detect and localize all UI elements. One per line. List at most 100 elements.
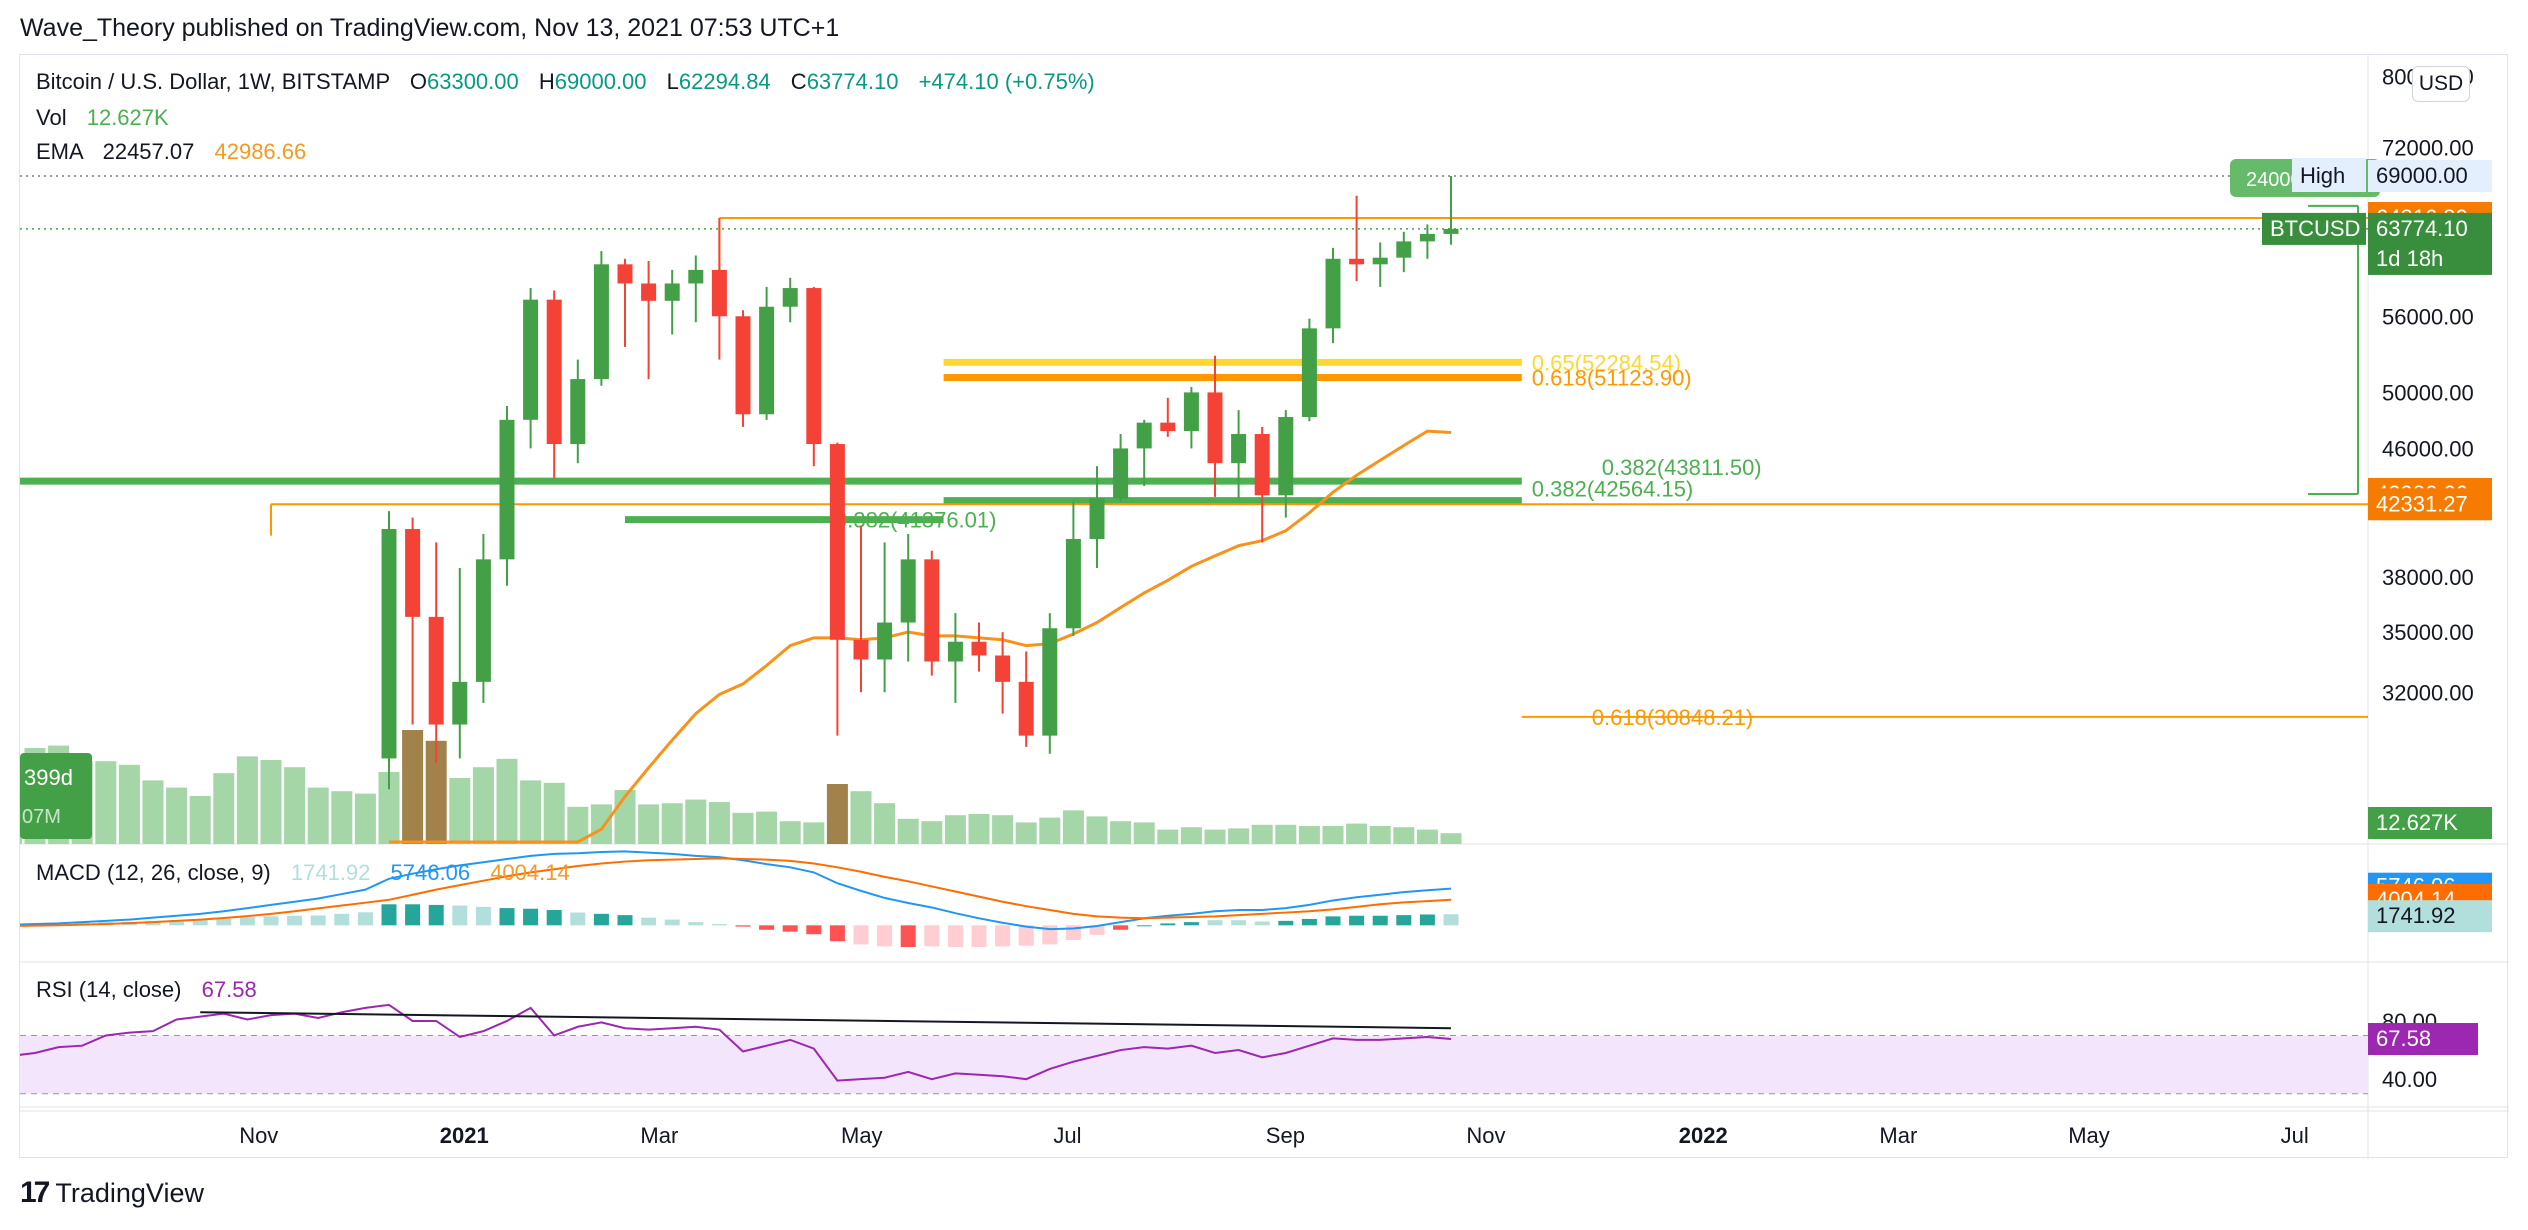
chart-frame[interactable]: 0.65(52284.54) 0.618(51123.90) 0.382(43811… (19, 54, 2509, 1159)
price-axis-tick: 56000.00 (2382, 304, 2474, 329)
macd-hist-bar (357, 912, 373, 926)
macd-line (20, 850, 1452, 931)
macd-hist-bar (1183, 922, 1199, 926)
macd-hist-bar (877, 925, 893, 947)
macd-signal-value: 4004.14 (490, 860, 570, 885)
volume-bar (1322, 826, 1344, 844)
macd-hist-tag-text: 1741.92 (2376, 903, 2456, 928)
candle-body (1160, 422, 1176, 432)
candle-body (735, 316, 751, 415)
macd-hist-bar (947, 925, 963, 947)
macd-hist-bar (1301, 918, 1317, 926)
volume-bar (425, 740, 447, 844)
candle-body (593, 264, 609, 380)
candle-body (947, 641, 963, 662)
volume-bar (779, 821, 801, 844)
rsi-legend: RSI (14, close) 67.58 (36, 977, 257, 1003)
high-label-text: High (2300, 163, 2345, 188)
macd-hist-bar (971, 925, 987, 947)
candle-body (1443, 228, 1459, 234)
volume-bar (1369, 826, 1391, 844)
volume-bar (331, 791, 353, 844)
candle-body (428, 616, 444, 725)
macd-hist-bar (829, 925, 845, 942)
volume-bar (685, 799, 707, 844)
current-price-tag (2368, 212, 2492, 245)
volume-bar (1204, 829, 1226, 844)
price-axis-tick: 35000.00 (2382, 620, 2474, 645)
candle-body (1113, 448, 1129, 499)
candle-body (971, 641, 987, 656)
volume-bar (897, 818, 919, 844)
macd-hist-bar (570, 912, 586, 926)
volume-bar (166, 787, 188, 844)
macd-hist-bar (405, 904, 421, 926)
volume-bar (638, 804, 660, 844)
macd-hist-bar (310, 915, 326, 926)
currency-button[interactable]: USD (2412, 66, 2470, 102)
macd-hist-bar (853, 925, 869, 945)
candle-body (1301, 328, 1317, 418)
open-label: O (409, 69, 427, 94)
candle-body (711, 269, 727, 317)
tradingview-brand[interactable]: 17 TradingView (20, 1176, 204, 1210)
macd-hist-bar (641, 917, 657, 926)
volume-bar (307, 787, 329, 844)
candle-body (405, 529, 421, 617)
volume-bar (590, 804, 612, 844)
candle-body (782, 288, 798, 307)
brand-name: TradingView (55, 1177, 204, 1208)
low-label: L (666, 69, 679, 94)
volume-bar (944, 815, 966, 844)
macd-hist-bar (523, 908, 539, 926)
rsi-line (20, 1003, 1452, 1082)
macd-hist-bar (1349, 915, 1365, 926)
volume-bar (826, 784, 848, 844)
candle-body (1325, 258, 1341, 329)
macd-legend: MACD (12, 26, close, 9) 1741.92 5746.06 … (36, 860, 570, 886)
macd-hist-bar (1278, 920, 1294, 926)
volume-label[interactable]: Vol (36, 105, 67, 130)
symbol-tag (2262, 212, 2366, 245)
time-axis-label: Jul (2281, 1123, 2309, 1148)
macd-hist-bar (216, 918, 232, 926)
main-legend: Bitcoin / U.S. Dollar, 1W, BITSTAMP O633… (36, 69, 1095, 95)
candle-body (688, 269, 704, 284)
rsi-value-tag (2368, 1023, 2478, 1056)
symbol-title[interactable]: Bitcoin / U.S. Dollar, 1W, BITSTAMP (36, 69, 390, 94)
macd-hist-bar (806, 925, 822, 935)
candle-body (1136, 422, 1152, 449)
candle-body (1065, 538, 1081, 629)
volume-bar (1275, 824, 1297, 844)
symbol-tag-text: BTCUSD (2270, 216, 2360, 241)
volume-bar (1157, 829, 1179, 844)
candle-body (664, 283, 680, 301)
macd-hist-bar (1231, 920, 1247, 926)
rsi-value: 67.58 (201, 977, 257, 1002)
high-label (2292, 157, 2366, 192)
volume-bar (1133, 822, 1155, 844)
macd-hist-bar (263, 916, 279, 926)
time-axis-label: Jul (1053, 1123, 1081, 1148)
current-price-tag-text: 63774.10 (2376, 216, 2468, 241)
macd-hist-bar (1325, 916, 1341, 926)
volume-bar (520, 780, 542, 844)
macd-hist-bar (1396, 915, 1412, 926)
ema-label[interactable]: EMA (36, 139, 83, 164)
chart-canvas[interactable]: 0.65(52284.54)0.618(51123.90) 0.382(43811… (20, 55, 2509, 1159)
candle-body (1018, 681, 1034, 736)
volume-bar (213, 773, 235, 844)
countdown-tag-text: 1d 18h (2376, 246, 2443, 271)
high-value: 69000.00 (554, 69, 647, 94)
time-axis-label: Sep (1266, 1123, 1305, 1148)
macd-hist-bar (1160, 923, 1176, 926)
macd-line-value: 5746.06 (390, 860, 471, 885)
ema-line (389, 429, 1452, 844)
rsi-label[interactable]: RSI (14, close) (36, 977, 182, 1002)
macd-label[interactable]: MACD (12, 26, close, 9) (36, 860, 271, 885)
macd-hist-bar (1042, 925, 1058, 945)
high-price-tag-text: 69000.00 (2376, 163, 2468, 188)
volume-value: 12.627K (86, 105, 169, 130)
candle-body (1349, 258, 1365, 265)
price-axis-tick: 72000.00 (2382, 135, 2474, 160)
